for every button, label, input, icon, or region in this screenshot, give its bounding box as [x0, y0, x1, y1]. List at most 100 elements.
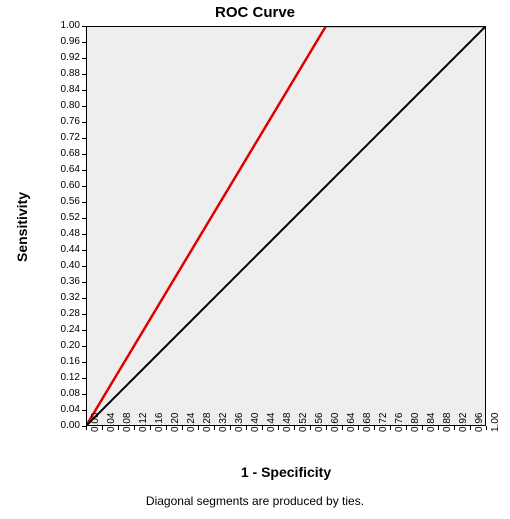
y-tick [82, 234, 86, 235]
x-tick [326, 426, 327, 430]
y-tick-label: 0.84 [52, 85, 80, 95]
y-tick-label: 0.00 [52, 421, 80, 431]
y-tick-label: 0.52 [52, 213, 80, 223]
y-tick-label: 0.72 [52, 133, 80, 143]
x-tick-label: 0.76 [394, 413, 405, 432]
y-tick-label: 0.20 [52, 341, 80, 351]
y-tick-label: 1.00 [52, 21, 80, 31]
chart-caption: Diagonal segments are produced by ties. [0, 494, 510, 508]
x-tick-label: 0.96 [474, 413, 485, 432]
x-tick [262, 426, 263, 430]
y-tick [82, 154, 86, 155]
x-tick [422, 426, 423, 430]
y-tick-label: 0.16 [52, 357, 80, 367]
x-tick-label: 0.32 [218, 413, 229, 432]
x-tick-label: 0.56 [314, 413, 325, 432]
y-tick-label: 0.60 [52, 181, 80, 191]
x-tick-label: 0.68 [362, 413, 373, 432]
y-tick-label: 0.88 [52, 69, 80, 79]
x-tick [134, 426, 135, 430]
y-tick-label: 0.64 [52, 165, 80, 175]
x-tick-label: 0.80 [410, 413, 421, 432]
y-tick-label: 0.76 [52, 117, 80, 127]
x-tick [230, 426, 231, 430]
y-tick-label: 0.32 [52, 293, 80, 303]
y-tick [82, 170, 86, 171]
x-tick-label: 0.16 [154, 413, 165, 432]
x-tick-label: 0.72 [378, 413, 389, 432]
y-tick-label: 0.80 [52, 101, 80, 111]
x-tick-label: 0.24 [186, 413, 197, 432]
x-tick-label: 0.92 [458, 413, 469, 432]
x-tick [198, 426, 199, 430]
y-tick-label: 0.96 [52, 37, 80, 47]
y-tick [82, 282, 86, 283]
y-tick [82, 122, 86, 123]
x-tick [166, 426, 167, 430]
x-tick-label: 0.28 [202, 413, 213, 432]
y-tick [82, 74, 86, 75]
y-tick [82, 330, 86, 331]
x-tick-label: 0.12 [138, 413, 149, 432]
x-tick-label: 0.40 [250, 413, 261, 432]
y-tick [82, 90, 86, 91]
y-tick [82, 362, 86, 363]
x-tick [470, 426, 471, 430]
x-tick [374, 426, 375, 430]
x-tick [390, 426, 391, 430]
x-tick [278, 426, 279, 430]
x-tick-label: 1.00 [490, 413, 501, 432]
x-axis-label: 1 - Specificity [86, 464, 486, 480]
y-tick [82, 42, 86, 43]
y-tick [82, 26, 86, 27]
y-tick-label: 0.56 [52, 197, 80, 207]
x-tick-label: 0.88 [442, 413, 453, 432]
x-tick-label: 0.84 [426, 413, 437, 432]
y-tick [82, 138, 86, 139]
x-tick-label: 0.44 [266, 413, 277, 432]
plot-border [86, 26, 486, 426]
x-tick [310, 426, 311, 430]
x-tick [342, 426, 343, 430]
y-tick [82, 394, 86, 395]
y-tick [82, 266, 86, 267]
plot-area [86, 26, 486, 426]
y-tick-label: 0.68 [52, 149, 80, 159]
x-tick-label: 0.36 [234, 413, 245, 432]
x-tick [86, 426, 87, 430]
x-tick [150, 426, 151, 430]
x-tick [486, 426, 487, 430]
y-tick [82, 378, 86, 379]
y-tick-label: 0.12 [52, 373, 80, 383]
x-tick [102, 426, 103, 430]
x-tick-label: 0.20 [170, 413, 181, 432]
x-tick [182, 426, 183, 430]
x-tick [294, 426, 295, 430]
chart-title: ROC Curve [0, 4, 510, 21]
y-tick [82, 58, 86, 59]
x-tick-label: 0.00 [90, 413, 101, 432]
y-tick-label: 0.48 [52, 229, 80, 239]
x-tick [438, 426, 439, 430]
y-tick [82, 314, 86, 315]
y-tick-label: 0.40 [52, 261, 80, 271]
y-tick-label: 0.28 [52, 309, 80, 319]
x-tick-label: 0.64 [346, 413, 357, 432]
y-tick [82, 218, 86, 219]
y-tick [82, 250, 86, 251]
x-tick-label: 0.52 [298, 413, 309, 432]
x-tick-label: 0.60 [330, 413, 341, 432]
chart-page: ROC Curve 0.000.040.080.120.160.200.240.… [0, 0, 510, 519]
x-tick [246, 426, 247, 430]
x-tick [358, 426, 359, 430]
y-tick-label: 0.04 [52, 405, 80, 415]
y-tick-label: 0.92 [52, 53, 80, 63]
x-tick-label: 0.48 [282, 413, 293, 432]
x-tick [118, 426, 119, 430]
y-tick [82, 202, 86, 203]
y-tick-label: 0.36 [52, 277, 80, 287]
x-tick-label: 0.04 [106, 413, 117, 432]
y-tick [82, 186, 86, 187]
y-tick [82, 410, 86, 411]
y-tick-label: 0.24 [52, 325, 80, 335]
